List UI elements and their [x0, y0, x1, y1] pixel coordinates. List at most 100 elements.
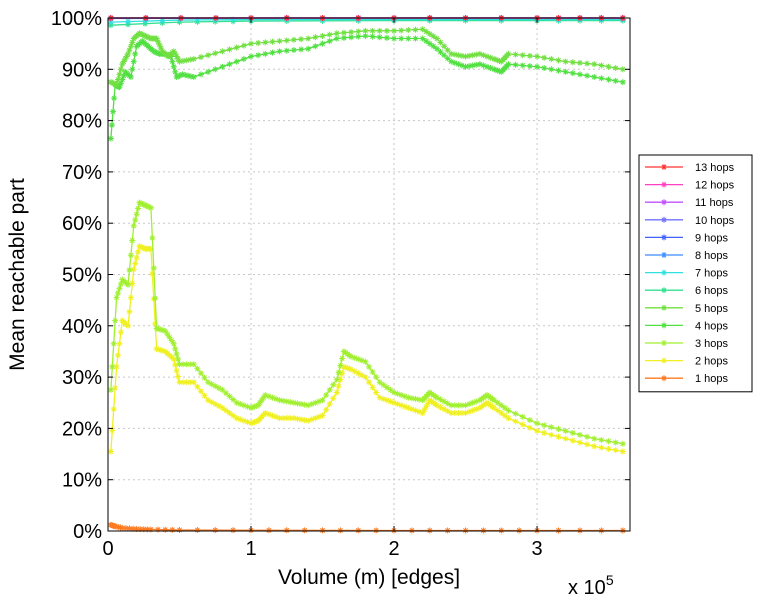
legend-entry: 6 hops — [645, 285, 729, 297]
data-point — [416, 408, 423, 415]
data-point — [116, 340, 123, 347]
data-point — [661, 322, 667, 329]
legend-label: 8 hops — [695, 250, 729, 262]
data-point — [194, 16, 201, 23]
series-group — [107, 32, 626, 142]
data-point — [462, 63, 469, 70]
data-point — [376, 394, 383, 401]
data-point — [337, 376, 344, 383]
data-point — [469, 407, 476, 414]
data-point — [383, 34, 390, 41]
data-point — [129, 237, 136, 244]
data-point — [391, 27, 398, 34]
data-point — [376, 34, 383, 41]
data-point — [136, 30, 143, 37]
data-point — [569, 429, 576, 436]
data-point — [205, 379, 212, 386]
data-point — [526, 63, 533, 70]
data-point — [139, 200, 146, 207]
data-point — [170, 63, 177, 70]
data-point — [423, 38, 430, 45]
data-point — [127, 73, 134, 80]
data-point — [113, 363, 120, 370]
data-point — [494, 399, 501, 406]
data-point — [283, 398, 290, 405]
data-point — [455, 402, 462, 409]
y-tick-label: 40% — [62, 316, 102, 338]
data-point — [125, 18, 132, 25]
data-point — [376, 379, 383, 386]
data-point — [301, 527, 308, 534]
data-point — [298, 416, 305, 423]
data-point — [159, 17, 166, 24]
data-point — [249, 419, 256, 426]
data-point — [226, 46, 233, 53]
data-point — [194, 527, 201, 534]
data-point — [512, 51, 519, 58]
data-point — [137, 526, 144, 533]
data-point — [226, 393, 233, 400]
data-point — [107, 19, 114, 26]
data-point — [194, 383, 201, 390]
data-point — [598, 444, 605, 451]
data-point — [340, 34, 347, 41]
data-point — [276, 415, 283, 422]
data-point — [391, 399, 398, 406]
data-point — [132, 260, 139, 267]
data-point — [113, 294, 120, 301]
legend-entry: 3 hops — [645, 338, 729, 350]
data-point — [168, 337, 175, 344]
data-point — [294, 400, 301, 407]
data-point — [248, 404, 255, 411]
data-point — [541, 65, 548, 72]
series-line — [110, 19, 623, 26]
data-point — [126, 47, 133, 54]
legend-entry: 4 hops — [645, 320, 729, 332]
data-point — [109, 79, 116, 86]
data-point — [169, 58, 176, 65]
data-point — [526, 52, 533, 59]
data-point — [441, 398, 448, 405]
data-point — [408, 527, 415, 534]
data-point — [251, 403, 258, 410]
data-point — [287, 399, 294, 406]
series-line — [110, 524, 623, 532]
data-point — [152, 295, 159, 302]
data-point — [262, 392, 269, 399]
data-point — [408, 395, 415, 402]
data-point — [455, 61, 462, 68]
data-point — [455, 410, 462, 417]
data-point — [612, 439, 619, 446]
data-point — [598, 62, 605, 69]
data-point — [348, 34, 355, 41]
data-point — [498, 410, 505, 417]
data-point — [358, 357, 365, 364]
data-point — [401, 393, 408, 400]
data-point — [290, 47, 297, 54]
data-point — [120, 72, 127, 79]
data-point — [430, 43, 437, 50]
data-point — [170, 340, 177, 347]
data-point — [462, 410, 469, 417]
data-point — [444, 55, 451, 62]
data-point — [426, 30, 433, 37]
data-point — [149, 234, 156, 241]
y-tick-label: 60% — [62, 213, 102, 235]
data-point — [398, 35, 405, 42]
data-point — [133, 525, 140, 532]
data-point — [253, 418, 260, 425]
data-point — [541, 422, 548, 429]
data-point — [226, 410, 233, 417]
data-point — [169, 526, 176, 533]
data-point — [562, 68, 569, 75]
data-point — [255, 40, 262, 47]
data-point — [591, 61, 598, 68]
data-point — [576, 431, 583, 438]
data-point — [491, 397, 498, 404]
data-point — [155, 526, 162, 533]
data-point — [170, 48, 177, 55]
data-point — [133, 254, 140, 261]
legend-entry: 2 hops — [645, 356, 729, 368]
data-point — [226, 61, 233, 68]
